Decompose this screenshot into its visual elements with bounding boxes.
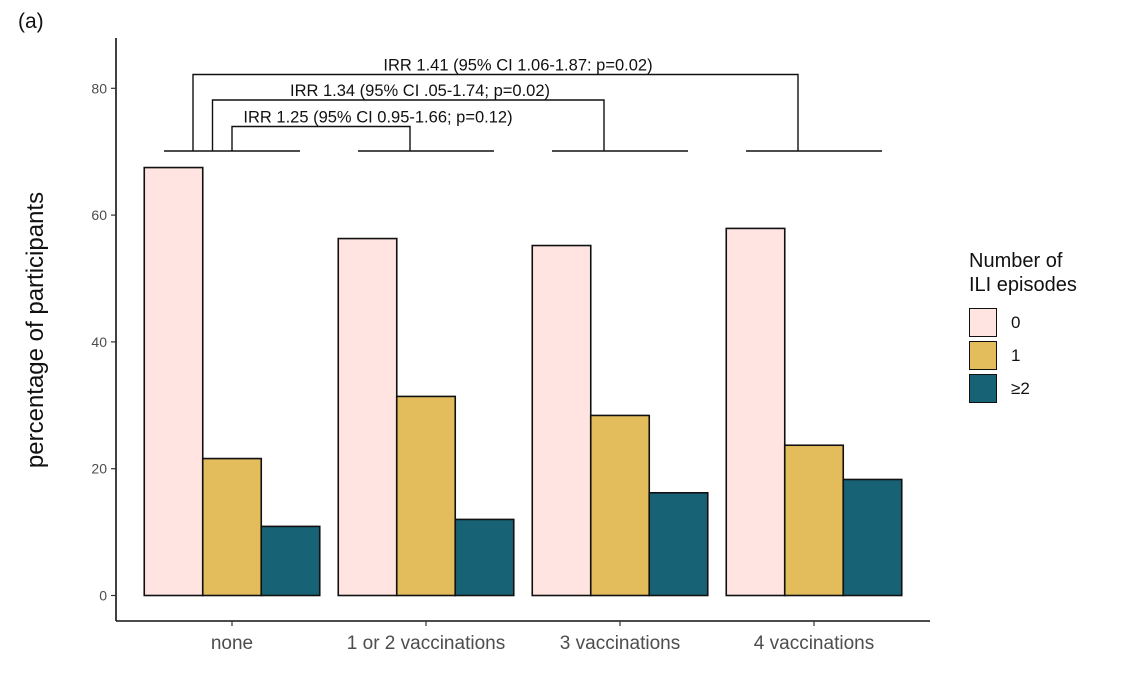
- bracket-label-2: IRR 1.34 (95% CI .05-1.74; p=0.02): [290, 82, 550, 100]
- axes-layer: 0 20 40 60 80 none 1 or 2 vaccinations 3 vaccin…: [91, 38, 930, 654]
- bracket-2: [211, 99, 605, 151]
- bracket-3: [192, 73, 799, 151]
- legend-title: Number of ILI episodes: [969, 249, 1077, 297]
- legend-title-line-2: ILI episodes: [969, 274, 1077, 296]
- bar-4-series-2: [783, 444, 845, 597]
- legend-swatch-2: [969, 341, 997, 370]
- bar-3-series-3: [648, 491, 709, 597]
- y-axis-label: percentage of participants: [22, 192, 49, 468]
- y-tick-label-0: 0: [99, 588, 107, 604]
- bracket-label-3: IRR 1.41 (95% CI 1.06-1.87: p=0.02): [383, 57, 652, 75]
- bar-3-series-1: [531, 244, 592, 597]
- x-tick-label-1: none: [211, 633, 253, 654]
- x-tick-label-4: 4 vaccinations: [754, 633, 874, 654]
- panel-label: (a): [18, 10, 44, 33]
- y-tick-label-80: 80: [91, 80, 107, 96]
- legend-label-1: 0: [1011, 312, 1021, 332]
- bars-layer: [143, 166, 903, 597]
- legend-item-3: ≥2: [969, 372, 1077, 405]
- y-tick-label-60: 60: [91, 207, 107, 223]
- legend-item-1: 0: [969, 306, 1077, 339]
- legend-swatch-3: [969, 374, 997, 403]
- legend-item-2: 1: [969, 339, 1077, 372]
- bar-4-series-1: [725, 227, 786, 597]
- legend-swatch-1: [969, 308, 997, 337]
- bar-2-series-1: [337, 237, 398, 597]
- legend: Number of ILI episodes 0 1 ≥2: [969, 249, 1077, 405]
- bar-1-series-1: [143, 166, 204, 597]
- x-tick-label-2: 1 or 2 vaccinations: [347, 633, 505, 654]
- y-tick-label-40: 40: [91, 334, 107, 350]
- x-tick-label-3: 3 vaccinations: [560, 633, 680, 654]
- bracket-label-1: IRR 1.25 (95% CI 0.95-1.66; p=0.12): [243, 109, 512, 127]
- legend-label-3: ≥2: [1011, 378, 1030, 398]
- bar-1-series-2: [201, 457, 263, 597]
- bar-4-series-3: [842, 478, 903, 597]
- legend-title-line-1: Number of: [969, 250, 1063, 272]
- bar-2-series-3: [454, 518, 515, 597]
- y-tick-label-20: 20: [91, 461, 107, 477]
- bar-3-series-2: [589, 414, 651, 597]
- legend-label-2: 1: [1011, 345, 1021, 365]
- bracket-1: [231, 125, 411, 151]
- legend-items: 0 1 ≥2: [969, 306, 1077, 405]
- significance-brackets: IRR 1.25 (95% CI 0.95-1.66; p=0.12) IRR 1…: [164, 57, 882, 152]
- bar-1-series-3: [260, 525, 321, 597]
- bar-2-series-2: [395, 395, 457, 597]
